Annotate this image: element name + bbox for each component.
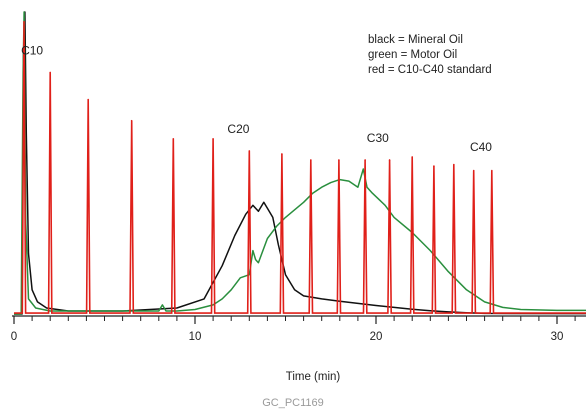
legend-mineral-oil: black = Mineral Oil <box>368 34 463 46</box>
x-tick-label: 20 <box>370 331 383 343</box>
standard-peak <box>49 71 51 74</box>
standard-peak <box>87 98 90 101</box>
standard-peak <box>411 156 414 158</box>
standard-peak <box>281 153 283 155</box>
standard-peak <box>248 150 251 152</box>
peak-annotation: C40 <box>470 140 492 154</box>
standard-peak <box>172 138 175 140</box>
peak-annotation: C20 <box>227 122 249 136</box>
x-axis-ticks: 0 10 20 30 <box>11 316 576 343</box>
x-axis-label: Time (min) <box>286 371 341 383</box>
legend-standard: red = C10-C40 standard <box>368 64 492 76</box>
standard-peak <box>491 169 493 172</box>
legend: black = Mineral Oil green = Motor Oil re… <box>368 33 492 78</box>
series-layer <box>13 11 586 315</box>
peak-annotation: C10 <box>21 43 43 57</box>
standard-peak <box>433 165 435 167</box>
x-tick-label: 0 <box>11 331 17 343</box>
standard-peak <box>453 163 455 166</box>
series-motor-oil <box>14 11 586 315</box>
legend-motor-oil: green = Motor Oil <box>368 49 458 61</box>
peak-annotation: C30 <box>367 131 389 145</box>
standard-peak <box>472 169 475 172</box>
standard-peak <box>364 159 366 161</box>
figure-source-code: GC_PC1169 <box>262 397 324 409</box>
x-tick-label: 10 <box>189 331 202 343</box>
standard-peak <box>338 159 340 161</box>
series-c10-c40-standard <box>13 21 586 314</box>
series-mineral-oil <box>14 11 586 315</box>
peak-annotations: C10 C20 C30 C40 <box>21 43 492 154</box>
standard-peak <box>212 138 214 140</box>
standard-peak <box>310 159 312 161</box>
x-tick-label: 30 <box>551 331 564 343</box>
standard-peak <box>388 159 391 161</box>
standard-peak <box>130 119 133 122</box>
